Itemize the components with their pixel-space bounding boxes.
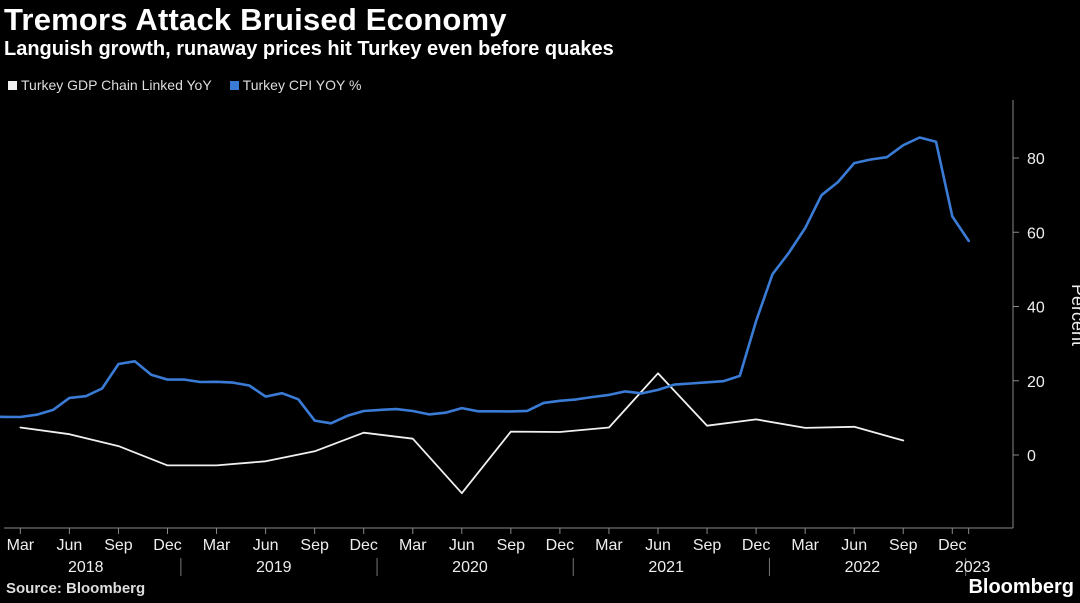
- y-tick-label: 20: [1027, 374, 1045, 391]
- year-label: 2023: [955, 559, 991, 576]
- legend-swatch-gdp: [8, 80, 17, 90]
- x-tick-label: Dec: [153, 537, 181, 554]
- x-tick-label: Sep: [104, 537, 133, 554]
- legend-swatch-cpi: [229, 80, 239, 90]
- brand-logo-text: Bloomberg: [968, 576, 1074, 598]
- year-label: 2019: [256, 559, 292, 576]
- source-note: Source: Bloomberg: [6, 580, 146, 597]
- x-tick-label: Dec: [938, 537, 966, 554]
- legend-item-gdp: Turkey GDP Chain Linked YoY: [8, 77, 212, 93]
- chart-subtitle: Languish growth, runaway prices hit Turk…: [4, 38, 614, 60]
- year-label: 2022: [845, 559, 881, 576]
- x-tick-label: Mar: [203, 537, 231, 554]
- legend: Turkey GDP Chain Linked YoY Turkey CPI Y…: [8, 77, 361, 93]
- x-tick-label: Mar: [7, 537, 35, 554]
- y-tick-label: 0: [1027, 448, 1036, 465]
- cpi-series-line: [0, 136, 971, 425]
- x-tick-label: Dec: [546, 537, 574, 554]
- x-tick-label: Dec: [742, 537, 770, 554]
- x-tick-label: Sep: [497, 537, 526, 554]
- x-tick-label: Sep: [693, 537, 722, 554]
- legend-label-cpi: Turkey CPI YOY %: [242, 77, 362, 93]
- y-tick-label: 80: [1027, 151, 1045, 168]
- x-tick-label: Dec: [349, 537, 377, 554]
- chart-title: Tremors Attack Bruised Economy: [4, 2, 507, 37]
- x-tick-label: Mar: [399, 537, 427, 554]
- x-tick-label: Sep: [889, 537, 918, 554]
- year-label: 2018: [68, 559, 104, 576]
- x-tick-label: Jun: [645, 537, 671, 554]
- y-tick-label: 60: [1027, 225, 1045, 242]
- legend-item-cpi: Turkey CPI YOY %: [229, 77, 362, 93]
- year-label: 2020: [452, 559, 488, 576]
- year-label: 2021: [648, 559, 684, 576]
- x-tick-label: Jun: [57, 537, 83, 554]
- x-tick-label: Mar: [595, 537, 623, 554]
- x-tick-label: Jun: [253, 537, 279, 554]
- gdp-series-line: [19, 372, 905, 495]
- x-tick-label: Jun: [841, 537, 867, 554]
- legend-label-gdp: Turkey GDP Chain Linked YoY: [21, 77, 212, 93]
- x-tick-label: Mar: [791, 537, 819, 554]
- y-tick-label: 40: [1027, 300, 1045, 317]
- x-tick-label: Jun: [449, 537, 475, 554]
- x-tick-label: Sep: [300, 537, 329, 554]
- y-axis-label: Percent: [1068, 284, 1080, 346]
